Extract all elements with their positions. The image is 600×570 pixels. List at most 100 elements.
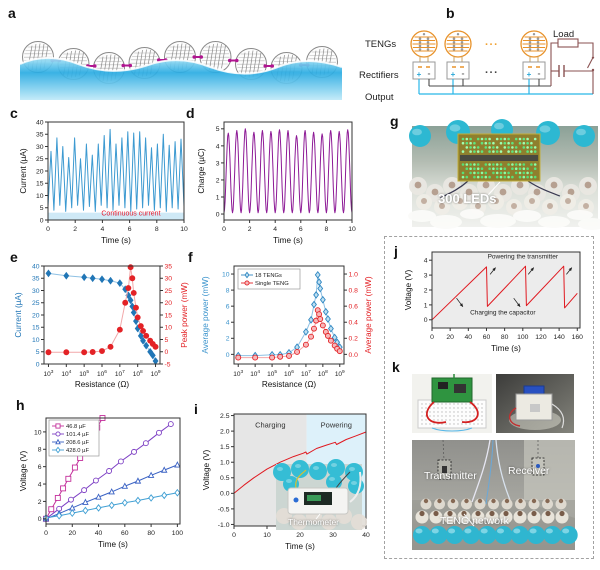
label-load: Load [553, 29, 574, 40]
svg-text:Time (s): Time (s) [101, 236, 131, 245]
svg-text:0.6: 0.6 [349, 304, 359, 311]
svg-text:Resistance (Ω): Resistance (Ω) [262, 380, 317, 389]
svg-text:+: + [417, 70, 422, 79]
svg-text:0: 0 [430, 334, 434, 341]
chart-averagepower-vs-resistance: 103 104 105 106 107 108 109 0 2 4 6 8 10 0.0 0.2 0.4 0.6… [201, 265, 373, 389]
svg-text:0: 0 [44, 530, 48, 537]
svg-text:30: 30 [165, 276, 173, 283]
svg-text:160: 160 [572, 334, 584, 341]
teng-network-caption: TENG network [440, 515, 509, 527]
svg-text:40: 40 [465, 334, 473, 341]
svg-text:Charging the capacitor: Charging the capacitor [470, 310, 536, 317]
svg-text:108: 108 [133, 369, 143, 378]
svg-text:0.8: 0.8 [349, 287, 359, 294]
svg-text:0: 0 [38, 516, 42, 523]
svg-text:4: 4 [273, 226, 277, 233]
svg-text:103: 103 [233, 369, 243, 378]
svg-text:4: 4 [424, 258, 428, 265]
svg-text:20: 20 [68, 530, 76, 537]
svg-text:35: 35 [36, 132, 44, 139]
panel-label-c: c [10, 105, 18, 121]
svg-text:1: 1 [216, 194, 220, 201]
photo-thermometer-inset [273, 459, 367, 530]
svg-text:4: 4 [226, 320, 230, 327]
svg-text:40: 40 [36, 119, 44, 126]
svg-text:100: 100 [517, 334, 529, 341]
svg-text:35: 35 [165, 263, 173, 270]
svg-text:40: 40 [95, 530, 103, 537]
svg-text:8: 8 [38, 447, 42, 454]
svg-text:40: 40 [362, 532, 370, 539]
svg-text:0.5: 0.5 [220, 475, 230, 482]
svg-text:8: 8 [226, 287, 230, 294]
chart-current-peakpower-vs-resistance: 103 104 105 106 107 108 1090510152025303540-50… [14, 263, 189, 389]
svg-text:Resistance (Ω): Resistance (Ω) [75, 380, 130, 389]
svg-text:0: 0 [36, 361, 40, 368]
svg-text:60: 60 [483, 334, 491, 341]
svg-text:80: 80 [501, 334, 509, 341]
svg-text:10: 10 [32, 337, 40, 344]
svg-text:6: 6 [226, 304, 230, 311]
svg-text:2: 2 [226, 336, 230, 343]
svg-text:100: 100 [172, 530, 184, 537]
panel-label-k: k [392, 359, 400, 375]
svg-text:3: 3 [216, 160, 220, 167]
svg-text:Powering: Powering [321, 420, 352, 429]
svg-text:4: 4 [38, 481, 42, 488]
svg-text:10: 10 [222, 271, 230, 278]
panel-a-teng-chain-illustration [19, 41, 343, 100]
photo-teng-network-tank [412, 439, 578, 550]
svg-text:8: 8 [155, 226, 159, 233]
svg-text:18 TENGs: 18 TENGs [255, 273, 282, 279]
svg-text:15: 15 [32, 325, 40, 332]
photo-transmitter-board [412, 374, 492, 433]
panel-label-f: f [188, 249, 193, 265]
svg-text:Charging: Charging [255, 420, 285, 429]
chart-charge-vs-time: 0 2 4 6 8 10 0 1 2 3 4 5 Time (s) Charge (µC) [197, 121, 356, 245]
svg-text:20: 20 [296, 532, 304, 539]
svg-text:5: 5 [165, 337, 169, 344]
svg-text:Time (s): Time (s) [285, 542, 315, 551]
svg-text:107: 107 [115, 369, 125, 378]
panel-label-h: h [16, 397, 25, 413]
receiver-caption: Receiver [508, 465, 550, 477]
panel-label-j: j [394, 243, 398, 259]
svg-text:80: 80 [147, 530, 155, 537]
svg-text:Average power (mW): Average power (mW) [364, 276, 373, 353]
thermometer-caption: Thermometer [288, 517, 340, 527]
svg-text:Time (s): Time (s) [273, 236, 303, 245]
svg-text:-: - [462, 69, 465, 79]
svg-text:-: - [428, 69, 431, 79]
svg-text:0: 0 [424, 317, 428, 324]
panel-label-a: a [8, 5, 16, 21]
svg-text:2.5: 2.5 [220, 413, 230, 420]
svg-text:0.2: 0.2 [349, 336, 359, 343]
svg-text:25: 25 [165, 288, 173, 295]
svg-text:107: 107 [301, 369, 311, 378]
svg-text:10: 10 [165, 325, 173, 332]
panel-label-i: i [194, 401, 198, 417]
svg-text:2: 2 [216, 177, 220, 184]
svg-text:10: 10 [36, 193, 44, 200]
svg-text:1.0: 1.0 [349, 271, 359, 278]
tengs-ellipsis: ... [485, 36, 499, 48]
svg-text:25: 25 [32, 300, 40, 307]
svg-text:10: 10 [180, 226, 188, 233]
svg-text:120: 120 [535, 334, 547, 341]
panel-label-e: e [10, 249, 18, 265]
svg-text:104: 104 [250, 369, 260, 378]
svg-text:140: 140 [553, 334, 565, 341]
rectifiers-ellipsis: ... [485, 64, 499, 76]
svg-text:-0.5: -0.5 [218, 506, 230, 513]
svg-text:104: 104 [61, 369, 71, 378]
svg-text:0: 0 [232, 532, 236, 539]
panel-b-circuit-diagram: + - + - + - TENGs Rectifiers Output Load ... … [359, 29, 595, 103]
svg-text:Peak power (mW): Peak power (mW) [180, 282, 189, 348]
svg-text:-5: -5 [165, 361, 171, 368]
svg-text:+: + [451, 70, 456, 79]
photo-led-array-on-water [408, 119, 600, 230]
svg-text:20: 20 [36, 168, 44, 175]
svg-text:-: - [538, 69, 541, 79]
led-count-caption: 300 LEDs [438, 191, 497, 206]
svg-text:Voltage (V): Voltage (V) [19, 450, 28, 491]
